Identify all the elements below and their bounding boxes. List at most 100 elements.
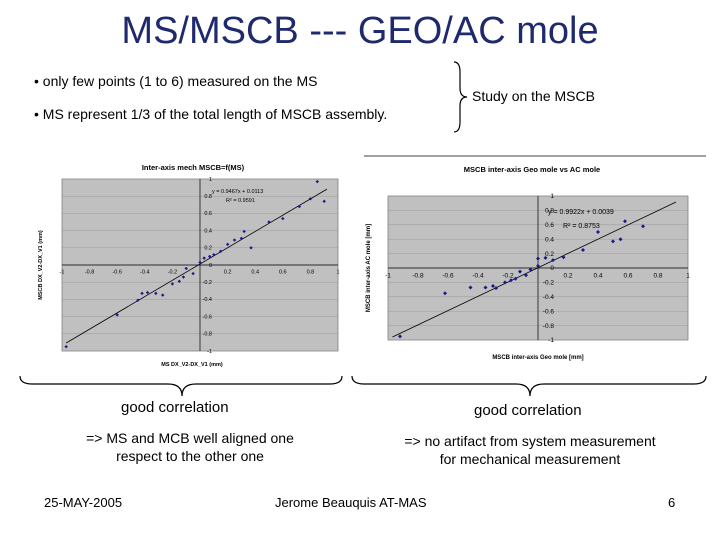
footer-author: Jerome Beauquis AT-MAS <box>275 495 427 510</box>
x-tick-label: -0.8 <box>412 273 424 280</box>
data-point <box>154 291 158 296</box>
data-point <box>513 276 518 281</box>
y-tick-label: -0.6 <box>203 314 212 320</box>
data-point <box>219 249 223 253</box>
y-tick-label: 0.8 <box>545 208 554 215</box>
data-point <box>212 252 216 257</box>
slide-title: MS/MSCB --- GEO/AC mole <box>121 10 599 52</box>
data-point <box>181 275 186 279</box>
y-tick-label: -1 <box>548 337 554 344</box>
right-good-correlation: good correlation <box>474 402 582 419</box>
x-tick-label: -0.2 <box>502 273 514 280</box>
x-tick-label: 0.6 <box>623 273 632 280</box>
data-point <box>596 230 600 234</box>
x-axis-label: MS DX_V2-DX_V1 (mm) <box>161 362 223 368</box>
data-point <box>491 284 495 288</box>
x-tick-label: -0.4 <box>140 270 149 276</box>
chart-title: MSCB inter-axis Geo mole vs AC mole <box>464 165 600 174</box>
data-point <box>207 254 212 259</box>
x-tick-label: 0.8 <box>307 270 315 276</box>
x-tick-label: -1 <box>385 273 391 280</box>
data-point <box>528 267 533 272</box>
footer-page-number: 6 <box>668 495 676 510</box>
trend-r2: R² = 0.8753 <box>563 223 600 230</box>
data-point <box>297 204 302 209</box>
data-point <box>191 271 195 276</box>
data-point <box>468 285 473 290</box>
data-point <box>239 236 244 241</box>
x-tick-label: -0.8 <box>85 270 94 276</box>
data-point <box>509 278 513 283</box>
y-tick-label: 0.6 <box>545 222 554 229</box>
right-brace <box>453 61 468 133</box>
data-point <box>611 239 615 244</box>
y-tick-label: -0.8 <box>543 323 555 330</box>
y-tick-label: 0 <box>550 265 554 272</box>
right-bottom-brace <box>351 375 707 397</box>
y-tick-label: -0.4 <box>203 297 212 303</box>
y-tick-label: 0.2 <box>545 251 554 258</box>
footer-date: 25-MAY-2005 <box>44 495 123 510</box>
y-tick-label: 0.4 <box>204 228 212 234</box>
y-tick-label: 1 <box>550 193 554 200</box>
chart-title: Inter-axis mech MSCB=f(MS) <box>142 163 245 172</box>
y-tick-label: -1 <box>207 349 212 355</box>
data-point <box>242 229 246 234</box>
y-axis-label: MSCB DX_V2-DX_V1 (mm) <box>38 230 44 300</box>
data-point <box>561 255 566 260</box>
data-point <box>641 224 645 229</box>
trendline <box>392 201 677 338</box>
data-point <box>64 345 68 349</box>
trend-r2: R² = 0.9591 <box>226 198 255 204</box>
data-point <box>170 282 175 286</box>
bullet-ms-length: • MS represent 1/3 of the total length o… <box>34 106 388 122</box>
data-point <box>581 248 585 252</box>
x-tick-label: 0.4 <box>251 270 259 276</box>
data-point <box>536 263 540 268</box>
trend-equation: y = 0.9467x + 0.0113 <box>212 189 263 195</box>
data-point <box>281 216 285 221</box>
data-point <box>618 237 623 242</box>
trend-equation: y = 0.9922x + 0.0039 <box>548 209 614 216</box>
y-tick-label: 0.8 <box>204 194 212 200</box>
x-tick-label: -0.4 <box>472 273 484 280</box>
y-tick-label: 0.2 <box>204 246 212 252</box>
y-tick-label: -0.2 <box>203 280 212 286</box>
left-bottom-brace <box>19 375 343 397</box>
x-tick-label: 0.4 <box>593 273 602 280</box>
data-point <box>503 280 507 285</box>
chart-ms-vs-mscb: Inter-axis mech MSCB=f(MS) -1 -0.8 -0.6 -0.… <box>30 155 356 373</box>
y-tick-label: 0.4 <box>545 236 554 243</box>
data-point <box>494 286 498 291</box>
data-point <box>140 291 144 296</box>
chart-geo-vs-ac: MSCB inter-axis Geo mole vs AC mole -1 -0… <box>356 152 708 364</box>
data-point <box>398 334 402 339</box>
left-note-line-1: => MS and MCB well aligned one <box>86 430 294 446</box>
x-tick-label: -1 <box>60 270 65 276</box>
data-point <box>483 285 488 290</box>
x-tick-label: 1 <box>336 270 339 276</box>
left-note: => MS and MCB well aligned one respect t… <box>40 429 340 465</box>
data-point <box>115 313 119 317</box>
data-point <box>443 291 447 296</box>
x-tick-label: 0.6 <box>279 270 287 276</box>
data-point <box>232 238 237 242</box>
x-tick-label: 0.2 <box>563 273 572 280</box>
x-tick-label: -0.6 <box>442 273 454 280</box>
data-point <box>136 298 140 302</box>
x-tick-label: -0.2 <box>168 270 177 276</box>
x-tick-label: -0.6 <box>112 270 121 276</box>
data-point <box>161 293 165 297</box>
data-point <box>322 199 326 204</box>
data-point <box>225 242 230 247</box>
data-point <box>518 269 522 274</box>
data-point <box>536 256 540 261</box>
data-point <box>202 256 206 260</box>
right-note-line-1: => no artifact from system measurement <box>404 433 656 449</box>
y-tick-label: 0.6 <box>204 211 212 217</box>
y-tick-label: 1 <box>209 177 212 183</box>
data-point <box>198 260 202 265</box>
x-axis-label: MSCB inter-axis Geo mole [mm] <box>492 355 583 361</box>
y-tick-label: 0 <box>209 263 212 269</box>
right-note-line-2: for mechanical measurement <box>439 451 621 467</box>
